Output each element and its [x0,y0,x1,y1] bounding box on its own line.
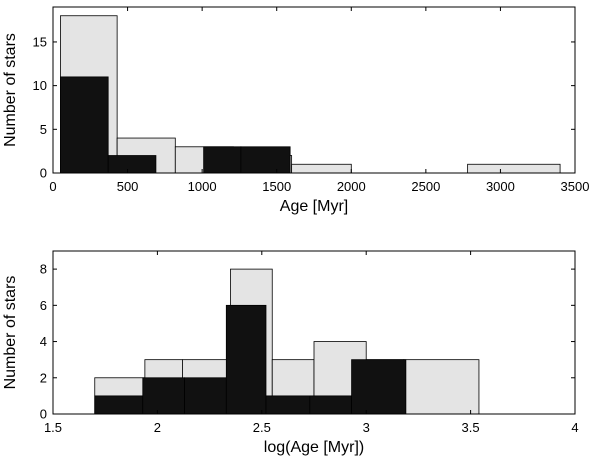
bar-all-7 [403,359,480,415]
bar-subset-5 [309,395,352,415]
y-tick-label: 6 [40,298,47,313]
bar-subset-2 [184,377,227,415]
axes-frame [52,250,576,415]
bar-all-5 [467,163,561,174]
x-tick-label: 3.5 [462,420,480,435]
log-age-histogram-panel: 1.5 2 2.5 3 3.5 4 0 2 4 6 8 log(Age [Myr]) Number of… [2,250,579,456]
x-tick-label: 3 [363,420,370,435]
y-tick-label: 10 [33,78,47,93]
x-tick-label: 3000 [486,179,515,194]
y-tick-label: 8 [40,262,47,277]
y-tick-label: 0 [40,166,47,181]
bar-subset-4 [265,395,311,415]
x-tick-label: 2500 [411,179,440,194]
bar-all-4 [291,163,352,174]
x-tick-label: 0 [49,179,56,194]
y-tick-label: 4 [40,334,47,349]
x-tick-label: 3500 [561,179,590,194]
x-tick-label: 4 [571,420,578,435]
x-axis-label: Age [Myr] [280,198,348,215]
bar-subset-1 [142,377,185,415]
x-tick-label: 2.5 [253,420,271,435]
bar-subset-0 [60,76,109,174]
x-tick-label: 1.5 [44,420,62,435]
y-axis-label: Number of stars [2,33,19,147]
age-histogram-panel: 0 500 1000 1500 2000 2500 3000 3500 0 5 10 15 Age [M… [2,6,590,215]
x-axis-label: log(Age [Myr]) [264,439,364,456]
x-tick-label: 1000 [188,179,217,194]
bar-subset-1 [107,155,157,174]
bar-subset-3 [240,146,291,174]
x-tick-label: 2 [154,420,161,435]
axes-frame [52,6,576,174]
y-axis-label: Number of stars [2,276,19,390]
y-tick-label: 0 [40,407,47,422]
x-tick-label: 2000 [337,179,366,194]
bar-subset-6 [351,359,407,415]
y-tick-label: 15 [33,34,47,49]
bar-subset-0 [94,395,144,415]
y-tick-label: 2 [40,370,47,385]
x-tick-label: 1500 [262,179,291,194]
bar-subset-3 [225,304,267,415]
y-tick-label: 5 [40,122,47,137]
x-tick-label: 500 [117,179,139,194]
bar-subset-2 [203,146,242,174]
